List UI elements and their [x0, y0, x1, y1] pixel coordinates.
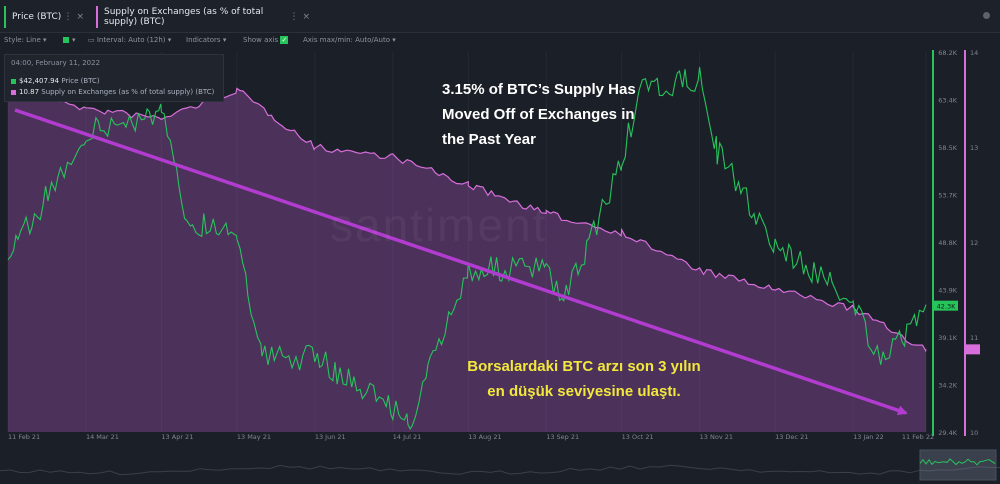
axis-minmax-label: Axis max/min: Auto/Auto	[303, 36, 391, 44]
santiment-watermark: santiment	[330, 199, 548, 251]
minimap-bg[interactable]	[0, 444, 1000, 484]
x-tick-label: 13 Aug 21	[468, 433, 501, 441]
checkbox-icon[interactable]: ✓	[280, 36, 289, 44]
price-tick-label: 29.4K	[938, 429, 957, 437]
price-line	[7, 67, 927, 431]
minimap-selection[interactable]	[919, 449, 997, 481]
x-tick-label: 13 Apr 21	[161, 433, 193, 441]
close-icon[interactable]: ×	[76, 12, 84, 22]
tooltip-supply-value: 10.87	[19, 88, 40, 96]
price-tick-label: 58.5K	[938, 144, 957, 152]
current-price-label: 42.3K	[937, 303, 956, 311]
supply-line	[7, 80, 927, 353]
tooltip-price-value: $42,407.94	[19, 77, 60, 85]
close-icon[interactable]: ×	[302, 12, 310, 22]
price-tick-label: 63.4K	[938, 97, 957, 105]
interval-select[interactable]: ▭ Interval: Auto (12h) ▾	[88, 36, 172, 44]
indicators-label: Indicators	[186, 36, 221, 44]
show-axis-label: Show axis	[243, 36, 279, 44]
tooltip-date: 04:00, February 11, 2022	[11, 59, 101, 67]
tab-price-label: Price (BTC)	[12, 12, 62, 22]
show-axis-toggle[interactable]: Show axis ✓	[243, 36, 289, 44]
x-tick-label: 13 Nov 21	[700, 433, 733, 441]
supply-marker-icon	[11, 89, 16, 95]
price-marker-icon	[11, 78, 16, 84]
trend-arrow	[14, 108, 908, 416]
chart-tooltip: 04:00, February 11, 2022 $42,407.94 Pric…	[4, 54, 224, 102]
price-tick-label: 34.2K	[938, 382, 957, 390]
headline-annotation: 3.15% of BTC’s Supply Has Moved Off of E…	[442, 81, 636, 148]
minimap-line	[0, 464, 1000, 476]
style-select[interactable]: Style: Line ▾	[4, 36, 47, 44]
axis-minmax-select[interactable]: Axis max/min: Auto/Auto ▾	[303, 36, 396, 44]
color-swatch-icon	[63, 37, 69, 43]
x-tick-label: 13 May 21	[237, 433, 271, 441]
supply-axis-line	[964, 50, 966, 436]
supply-tick-label: 12	[970, 239, 978, 247]
turkish-annotation: Borsalardaki BTC arzı son 3 yılın en düş…	[467, 358, 701, 400]
price-tick-label: 48.8K	[938, 239, 957, 247]
x-tick-label: 14 Jul 21	[393, 433, 422, 441]
minimap-selection-line	[919, 458, 996, 466]
chart-toolbar: Style: Line ▾ ▾ ▭ Interval: Auto (12h) ▾…	[0, 33, 1000, 49]
style-label: Style: Line	[4, 36, 41, 44]
x-tick-label: 14 Mar 21	[86, 433, 119, 441]
tooltip-price-row: $42,407.94 Price (BTC)	[11, 77, 100, 85]
price-axis-line	[932, 50, 934, 436]
current-supply-badge	[966, 344, 980, 355]
supply-area	[8, 80, 926, 432]
supply-tick-label: 10	[970, 429, 978, 437]
indicators-select[interactable]: Indicators ▾	[186, 36, 227, 44]
x-tick-label: 13 Jan 22	[853, 433, 884, 441]
price-tick-label: 53.7K	[938, 192, 957, 200]
x-tick-label: 11 Feb 22	[902, 433, 934, 441]
supply-tick-label: 13	[970, 144, 978, 152]
x-tick-label: 13 Oct 21	[622, 433, 654, 441]
price-tick-label: 68.2K	[938, 49, 957, 57]
more-options-icon[interactable]: ⋮	[63, 12, 73, 22]
price-tick-label: 39.1K	[938, 334, 957, 342]
status-dot-icon	[983, 12, 990, 19]
top-bar: Price (BTC) ⋮ × Supply on Exchanges (as …	[0, 0, 1000, 33]
x-tick-label: 13 Jun 21	[315, 433, 346, 441]
supply-tick-label: 14	[970, 49, 978, 57]
current-price-badge	[934, 300, 958, 311]
tooltip-price-label: Price (BTC)	[61, 77, 100, 85]
x-tick-label: 13 Sep 21	[546, 433, 579, 441]
tab-supply-label: Supply on Exchanges (as % of total suppl…	[104, 7, 264, 27]
interval-label: Interval: Auto (12h)	[96, 36, 166, 44]
tooltip-supply-row: 10.87 Supply on Exchanges (as % of total…	[11, 88, 214, 96]
more-options-icon[interactable]: ⋮	[289, 12, 299, 22]
supply-tick-label: 11	[970, 334, 978, 342]
price-tick-label: 43.9K	[938, 287, 957, 295]
color-select[interactable]: ▾	[60, 36, 76, 44]
tab-price[interactable]: Price (BTC) ⋮ ×	[4, 6, 90, 28]
tab-supply-on-exchanges[interactable]: Supply on Exchanges (as % of total suppl…	[96, 6, 316, 28]
tooltip-supply-label: Supply on Exchanges (as % of total suppl…	[41, 88, 215, 96]
x-tick-label: 13 Dec 21	[775, 433, 808, 441]
x-tick-label: 11 Feb 21	[8, 433, 40, 441]
